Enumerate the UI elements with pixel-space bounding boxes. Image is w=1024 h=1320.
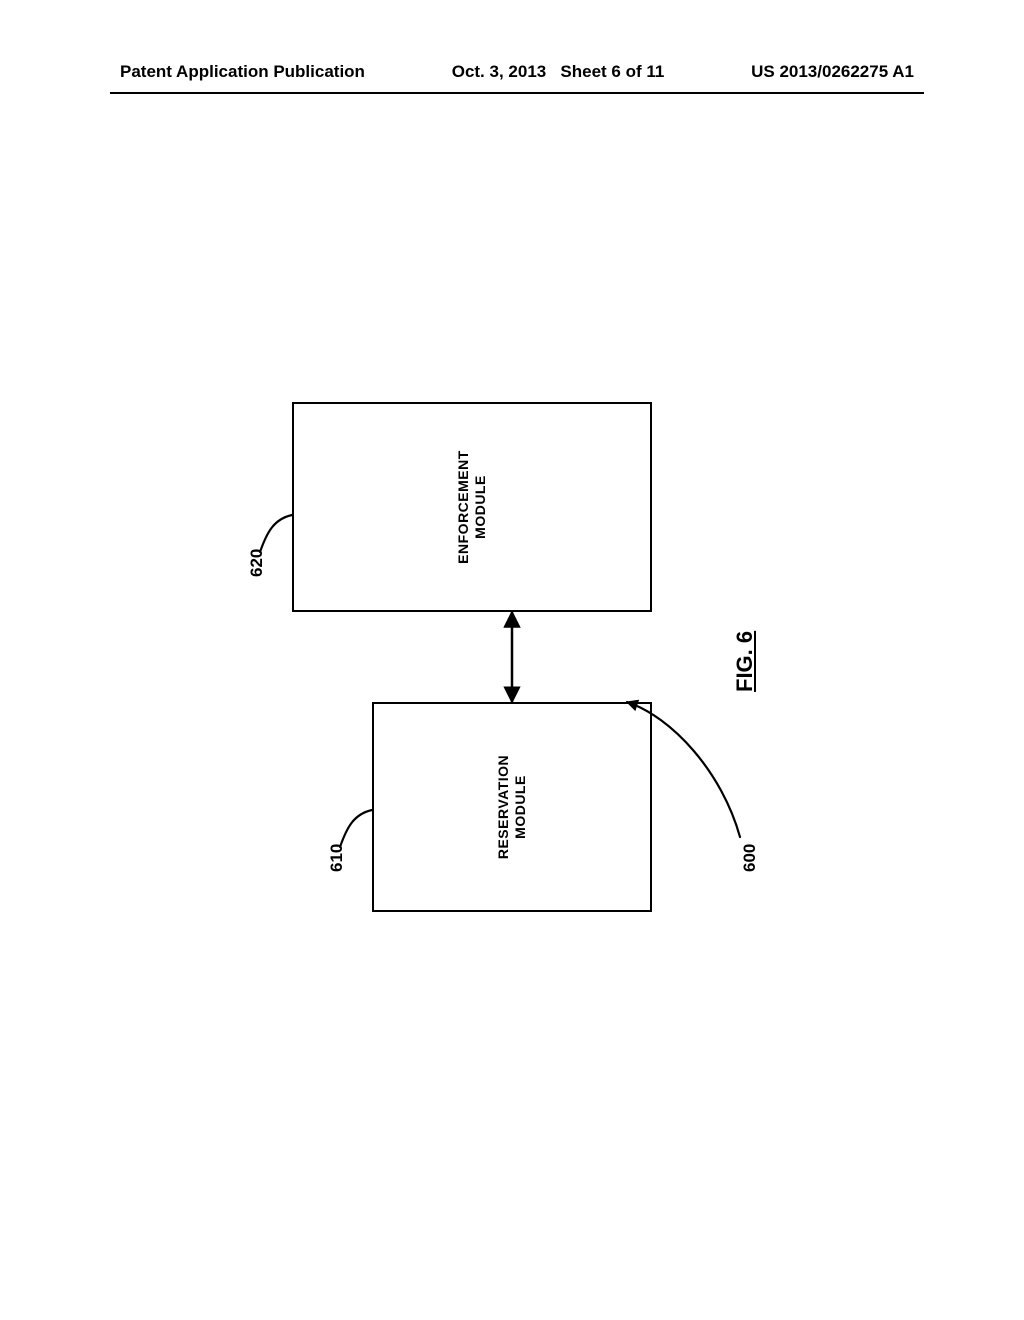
page-header: Patent Application Publication Oct. 3, 2…: [120, 62, 914, 82]
figure-diagram: RESERVATION MODULE ENFORCEMENT MODULE 61…: [0, 148, 1024, 1172]
diagram-svg: [0, 148, 1024, 1172]
header-rule: [110, 92, 924, 94]
header-sheet: Sheet 6 of 11: [560, 62, 664, 81]
header-right: US 2013/0262275 A1: [751, 62, 914, 82]
header-left: Patent Application Publication: [120, 62, 365, 82]
header-date: Oct. 3, 2013: [452, 62, 547, 81]
page: Patent Application Publication Oct. 3, 2…: [0, 0, 1024, 1320]
header-center: Oct. 3, 2013 Sheet 6 of 11: [452, 62, 665, 82]
